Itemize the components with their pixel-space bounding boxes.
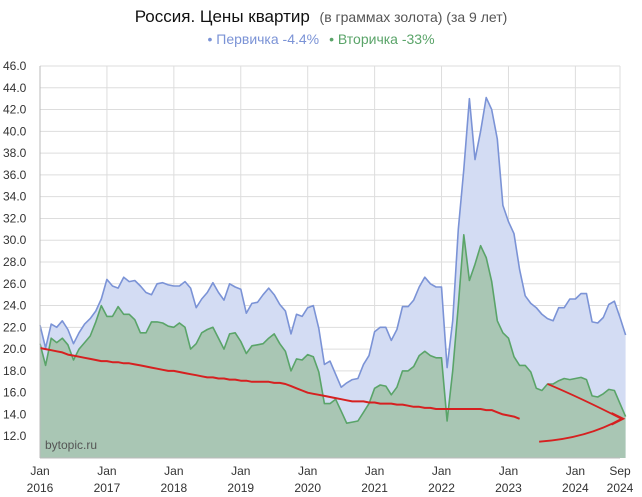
x-tick-label-month: Jan bbox=[566, 464, 585, 478]
series-lines bbox=[39, 96, 627, 425]
x-tick-label-year: 2019 bbox=[227, 481, 254, 495]
y-tick-label: 46.0 bbox=[3, 59, 27, 73]
series-areas bbox=[40, 97, 626, 458]
x-tick-label-year: 2020 bbox=[294, 481, 321, 495]
y-tick-label: 30.0 bbox=[3, 233, 27, 247]
y-tick-label: 24.0 bbox=[3, 299, 27, 313]
y-tick-label: 28.0 bbox=[3, 255, 27, 269]
y-tick-label: 34.0 bbox=[3, 190, 27, 204]
legend-bullet-1: • bbox=[329, 31, 338, 47]
x-tick-label-month: Jan bbox=[97, 464, 116, 478]
y-tick-label: 36.0 bbox=[3, 168, 27, 182]
chart-title: Россия. Цены квартир (в граммах золота) … bbox=[135, 7, 508, 26]
series-line-2 bbox=[39, 347, 520, 420]
x-tick-label-month: Jan bbox=[30, 464, 49, 478]
y-tick-label: 20.0 bbox=[3, 342, 27, 356]
x-axis: Jan 2016 Jan 2017 Jan 2018 Jan 2019 Jan 2020 Jan 20… bbox=[27, 457, 634, 495]
x-tick-label-month: Jan bbox=[231, 464, 250, 478]
x-tick-label-month: Jan bbox=[164, 464, 183, 478]
y-tick-label: 40.0 bbox=[3, 124, 27, 138]
series-line-1 bbox=[39, 234, 627, 425]
y-axis: 46.0 44.0 42.0 40.0 38.0 36.0 34.0 32.0 30.0 28.0… bbox=[3, 59, 41, 458]
x-tick-label-year: 2017 bbox=[94, 481, 121, 495]
y-tick-label: 42.0 bbox=[3, 103, 27, 117]
y-tick-label: 26.0 bbox=[3, 277, 27, 291]
projection-line-upper bbox=[547, 383, 622, 420]
x-tick-label-year: 2022 bbox=[428, 481, 455, 495]
x-tick-label-year: 2018 bbox=[160, 481, 187, 495]
y-tick-label: 38.0 bbox=[3, 146, 27, 160]
series-line-0 bbox=[39, 96, 627, 389]
x-tick-label-year: 2024 bbox=[607, 481, 634, 495]
watermark: bytopic.ru bbox=[45, 438, 97, 452]
x-tick-label-year: 2021 bbox=[361, 481, 388, 495]
x-tick-label-month: Jan bbox=[365, 464, 384, 478]
end-markers bbox=[539, 383, 626, 443]
legend-bullet-0: • bbox=[207, 31, 216, 47]
legend-text: • Первичка -4.4% • Вторичка -33% bbox=[207, 31, 434, 47]
y-tick-label: 18.0 bbox=[3, 364, 27, 378]
legend-label-0: Первичка -4.4% bbox=[216, 31, 319, 47]
x-tick-label-month: Sep bbox=[609, 464, 631, 478]
x-tick-label-year: 2016 bbox=[27, 481, 54, 495]
y-tick-label: 32.0 bbox=[3, 211, 27, 225]
area-1 bbox=[40, 234, 626, 458]
arrow-head bbox=[611, 412, 626, 426]
y-tick-label: 16.0 bbox=[3, 386, 27, 400]
y-tick-label: 44.0 bbox=[3, 81, 27, 95]
legend-label-1: Вторичка -33% bbox=[338, 31, 435, 47]
x-tick-label-month: Jan bbox=[499, 464, 518, 478]
x-tick-label-year: 2023 bbox=[495, 481, 522, 495]
legend: • Первичка -4.4% • Вторичка -33% bbox=[207, 31, 434, 47]
x-tick-label-year: 2024 bbox=[562, 481, 589, 495]
x-tick-label-month: Jan bbox=[298, 464, 317, 478]
chart-title-suffix: (в граммах золота) (за 9 лет) bbox=[320, 9, 508, 25]
x-tick-label-month: Jan bbox=[432, 464, 451, 478]
y-tick-label: 14.0 bbox=[3, 407, 27, 421]
chart-title-main: Россия. Цены квартир bbox=[135, 7, 310, 26]
y-tick-label: 12.0 bbox=[3, 429, 27, 443]
y-tick-label: 22.0 bbox=[3, 320, 27, 334]
